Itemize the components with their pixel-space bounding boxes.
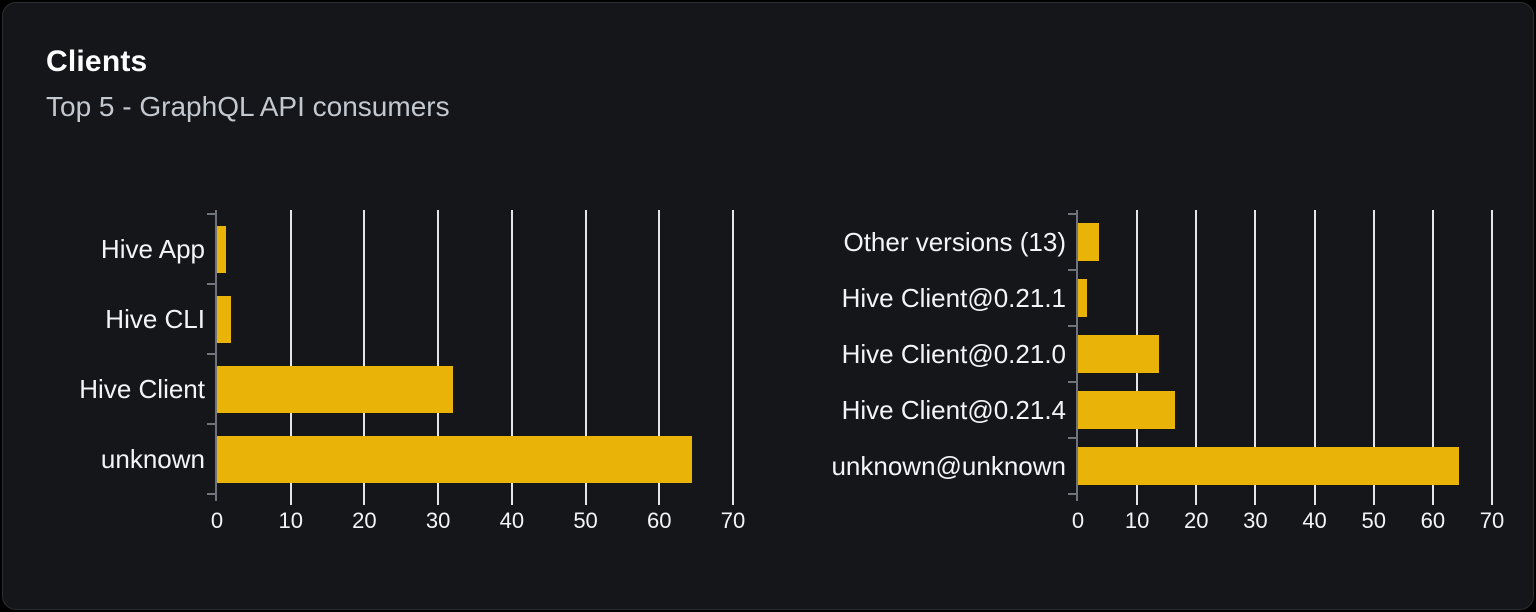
gridline	[1313, 210, 1316, 505]
gridline	[1254, 210, 1257, 505]
bar-row	[1078, 214, 1492, 270]
charts-row: Hive App Hive CLI Hive Client unknown 0 10 20…	[46, 210, 1504, 533]
category-label: unknown@unknown	[831, 450, 1066, 481]
x-tick-label: 30	[425, 508, 451, 533]
x-axis-labels: 0 10 20 30 40 50 60 70	[1072, 494, 1504, 538]
card-header: Clients Top 5 - GraphQL API consumers	[46, 45, 450, 123]
x-tick-label: 70	[1479, 508, 1505, 533]
bar	[1078, 223, 1100, 261]
x-tick-label: 0	[1071, 508, 1085, 533]
x-tick-label: 40	[499, 508, 525, 533]
y-axis-tick	[207, 213, 215, 215]
gridline	[437, 210, 440, 505]
bar-row	[217, 354, 733, 424]
bar-row	[217, 424, 733, 494]
category-label: Hive Client	[79, 373, 205, 404]
bar	[1078, 447, 1460, 485]
x-tick-label: 60	[647, 508, 672, 533]
category-labels: Other versions (13) Hive Client@0.21.1 Hiv…	[763, 214, 1078, 494]
bar-row	[1078, 382, 1492, 438]
gridline	[510, 210, 513, 505]
y-axis-line	[1076, 210, 1078, 501]
bar-row	[1078, 326, 1492, 382]
plot-area: 0 10 20 30 40 50 60 70	[207, 210, 745, 533]
x-tick-label: 70	[720, 508, 746, 533]
bar	[1078, 335, 1160, 373]
y-axis-tick	[207, 493, 215, 495]
x-axis-labels: 0 10 20 30 40 50 60 70	[211, 494, 745, 538]
gridline	[732, 210, 734, 505]
gridline	[1195, 210, 1198, 505]
gridline	[1491, 210, 1493, 505]
bar-row	[1078, 438, 1492, 494]
plot-rows	[217, 214, 733, 494]
x-tick-label: 10	[1124, 508, 1150, 533]
gridline	[289, 210, 292, 505]
category-labels: Hive App Hive CLI Hive Client unknown	[46, 214, 217, 494]
category-label: unknown	[100, 443, 205, 474]
gridline	[1431, 210, 1434, 505]
category-label: Hive CLI	[105, 303, 205, 334]
category-label: Hive Client@0.21.0	[841, 338, 1066, 369]
bar	[217, 295, 231, 343]
x-tick-label: 20	[352, 508, 377, 533]
gridline	[1372, 210, 1375, 505]
bar	[217, 225, 226, 273]
grid-overlay	[207, 210, 734, 505]
x-tick-label: 20	[1184, 508, 1209, 533]
x-tick-label: 50	[573, 508, 598, 533]
card-subtitle: Top 5 - GraphQL API consumers	[46, 91, 450, 122]
bar	[1078, 391, 1175, 429]
y-axis-tick	[1068, 381, 1076, 383]
gridline	[363, 210, 366, 505]
plot-area: 0 10 20 30 40 50 60 70	[1068, 210, 1504, 533]
category-label: Hive Client@0.21.1	[841, 282, 1066, 313]
y-axis-tick	[207, 283, 215, 285]
y-axis-tick	[1068, 437, 1076, 439]
y-axis-tick	[1068, 325, 1076, 327]
gridline	[658, 210, 661, 505]
category-label: Hive Client@0.21.4	[841, 394, 1066, 425]
clients-by-version-chart: Other versions (13) Hive Client@0.21.1 Hiv…	[763, 210, 1504, 533]
y-axis-tick	[1068, 269, 1076, 271]
x-tick-label: 40	[1302, 508, 1327, 533]
bar-row	[217, 214, 733, 284]
bar-row	[1078, 270, 1492, 326]
y-axis-tick	[207, 353, 215, 355]
x-tick-label: 50	[1361, 508, 1386, 533]
y-axis-tick	[207, 423, 215, 425]
x-tick-label: 60	[1420, 508, 1446, 533]
y-axis-line	[215, 210, 217, 501]
x-tick-label: 30	[1243, 508, 1268, 533]
card-title: Clients	[46, 45, 148, 78]
category-label: Hive App	[100, 233, 205, 264]
bar-row	[217, 284, 733, 354]
x-tick-label: 0	[210, 508, 224, 533]
bar	[1078, 279, 1088, 317]
bar	[217, 365, 453, 413]
gridline	[584, 210, 587, 505]
bar	[217, 435, 693, 483]
plot-rows	[1078, 214, 1492, 494]
y-axis-tick	[1068, 493, 1076, 495]
clients-by-name-chart: Hive App Hive CLI Hive Client unknown 0 10 20…	[46, 210, 745, 533]
y-axis-tick	[1068, 213, 1076, 215]
category-label: Other versions (13)	[843, 226, 1066, 257]
x-tick-label: 10	[278, 508, 303, 533]
